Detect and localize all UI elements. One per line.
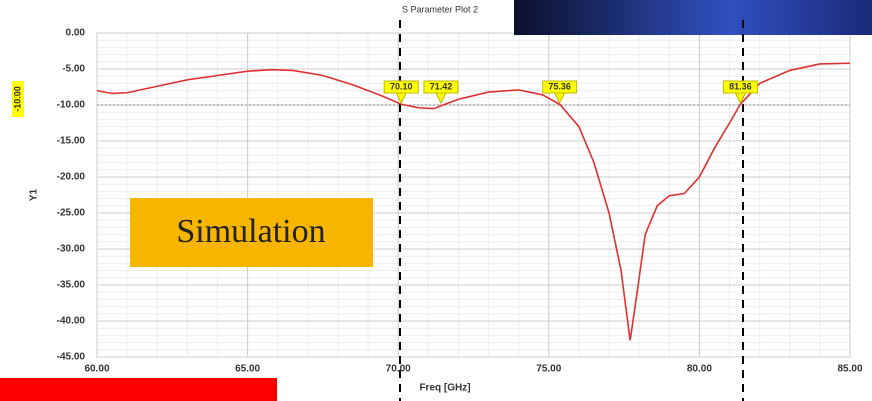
chart: S Parameter Plot 2 Freq [GHz] Y1 Simulat…: [0, 0, 872, 401]
marker-label: 75.36: [548, 81, 571, 91]
chart-title: S Parameter Plot 2: [402, 4, 478, 14]
photo-overlay: [514, 0, 872, 35]
marker-label: 70.10: [390, 81, 413, 91]
x-tick-label: 60.00: [84, 364, 109, 375]
annotation: Simulation: [176, 213, 325, 250]
x-tick-label: 65.00: [235, 364, 260, 375]
marker-label: 71.42: [430, 81, 453, 91]
y-tick-label: -45.00: [57, 352, 86, 363]
y-tick-label: -35.00: [57, 280, 86, 291]
red-box: [0, 378, 277, 401]
x-tick-label: 75.00: [536, 364, 561, 375]
threshold-label: -10.00: [12, 86, 22, 112]
x-tick-label: 85.00: [837, 364, 862, 375]
y-axis-label: Y1: [29, 188, 40, 201]
x-tick-label: 70.00: [386, 364, 411, 375]
x-tick-label: 80.00: [687, 364, 712, 375]
y-tick-label: -40.00: [57, 316, 86, 327]
y-tick-label: -15.00: [57, 136, 86, 147]
x-axis-label: Freq [GHz]: [419, 383, 470, 394]
y-tick-label: -30.00: [57, 244, 86, 255]
y-tick-label: -25.00: [57, 208, 86, 219]
y-tick-label: 0.00: [66, 28, 86, 39]
y-tick-label: -20.00: [57, 172, 86, 183]
y-tick-label: -5.00: [62, 64, 85, 75]
marker-label: 81.36: [729, 81, 752, 91]
y-tick-label: -10.00: [57, 100, 86, 111]
